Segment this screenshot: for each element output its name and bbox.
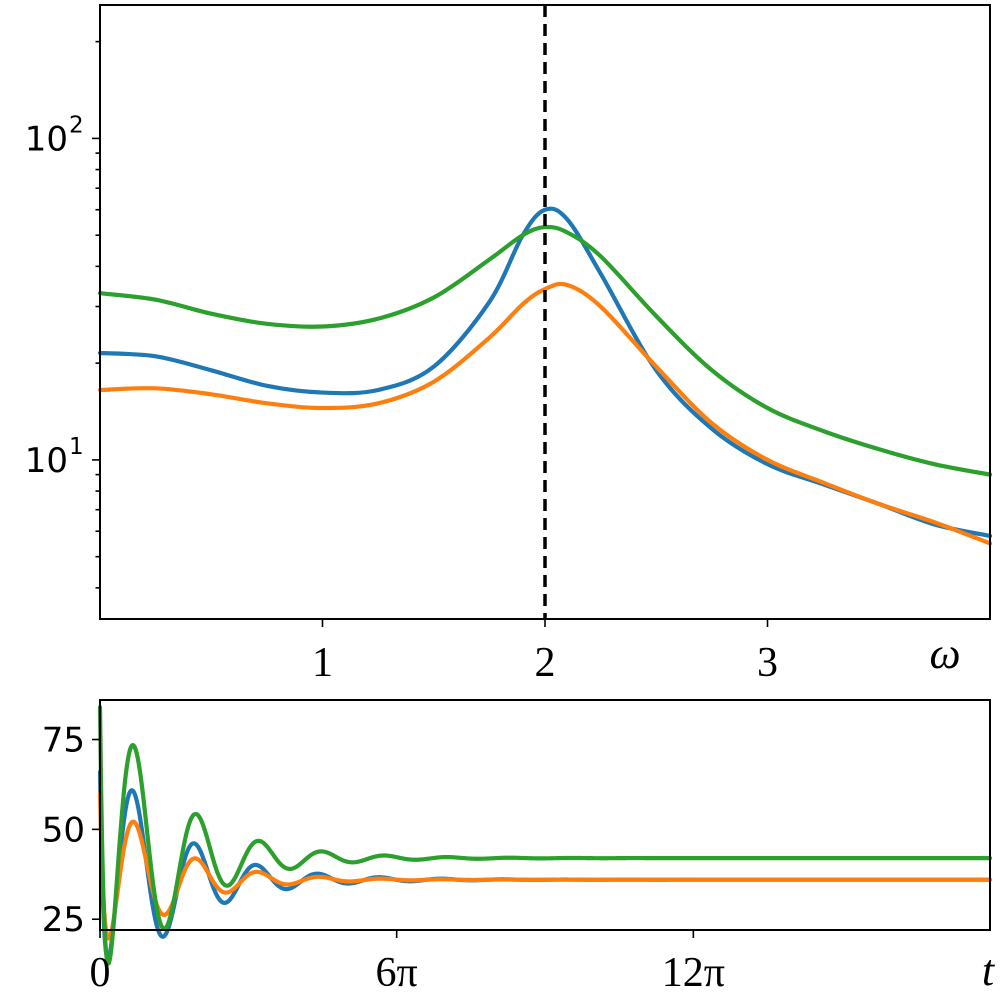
top-series-group bbox=[97, 206, 993, 546]
top-series-line-3 bbox=[97, 224, 993, 477]
bottom-y-tick-label: 25 bbox=[42, 900, 85, 940]
bottom-panel-time-plot: 0 6π 12π 25 50 75 t bbox=[42, 699, 996, 996]
top-y-tick-exponent: 1 bbox=[69, 434, 84, 460]
top-y-tick-label: 10 bbox=[25, 441, 68, 481]
bottom-plot-frame bbox=[99, 699, 991, 931]
top-x-tick-label: 1 bbox=[312, 640, 333, 686]
top-y-tick-label: 10 bbox=[25, 119, 68, 159]
bottom-ticks-group: 0 6π 12π 25 50 75 bbox=[42, 721, 725, 996]
top-y-tick-exponent: 2 bbox=[69, 112, 84, 138]
top-x-tick-label: 3 bbox=[757, 640, 778, 686]
bottom-x-tick-label: 12π bbox=[662, 950, 725, 996]
bottom-y-tick-label: 50 bbox=[42, 810, 85, 850]
top-x-axis-label: ω bbox=[929, 629, 960, 678]
bottom-y-tick-label: 75 bbox=[42, 721, 85, 761]
bottom-x-axis-label: t bbox=[982, 946, 996, 995]
top-series-line-2 bbox=[97, 281, 993, 546]
bottom-x-tick-label: 0 bbox=[90, 950, 111, 996]
bottom-x-tick-label: 6π bbox=[376, 950, 418, 996]
top-plot-frame bbox=[99, 4, 991, 620]
bottom-series-line-2 bbox=[97, 791, 993, 941]
bottom-series-group bbox=[97, 705, 993, 966]
top-x-tick-label: 2 bbox=[535, 640, 556, 686]
bottom-series-line-3 bbox=[97, 705, 993, 966]
